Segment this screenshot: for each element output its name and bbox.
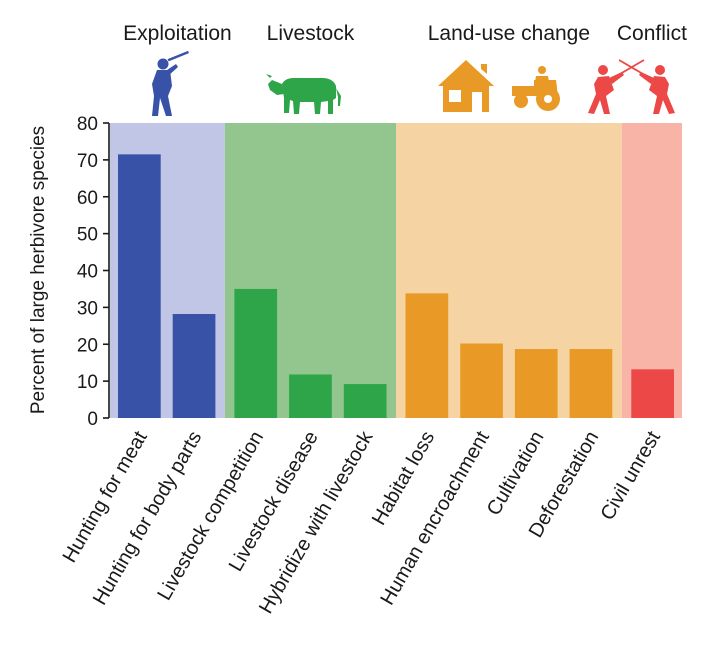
group-labels: Exploitation Livestock Land-use change Conf… bbox=[123, 22, 687, 45]
group-label: Conflict bbox=[617, 22, 687, 45]
group-label: Livestock bbox=[267, 22, 355, 45]
y-tick-label: 0 bbox=[87, 409, 98, 430]
bar bbox=[289, 374, 332, 418]
hunter-icon bbox=[152, 50, 189, 116]
bars bbox=[118, 154, 674, 418]
bar bbox=[460, 343, 503, 418]
bar bbox=[514, 349, 558, 418]
bar bbox=[234, 288, 278, 418]
category-label: Civil unrest bbox=[596, 427, 665, 524]
group-background-3 bbox=[621, 123, 682, 418]
house-tractor-icon bbox=[438, 60, 560, 112]
group-label: Exploitation bbox=[123, 22, 232, 45]
y-tick-label: 50 bbox=[77, 225, 98, 246]
y-ticks: 0 10 20 30 40 50 60 70 80 bbox=[77, 114, 109, 430]
category-label: Livestock competition bbox=[153, 428, 268, 605]
bar bbox=[118, 154, 161, 418]
group-label: Land-use change bbox=[428, 22, 590, 45]
fencers-icon bbox=[588, 59, 675, 114]
y-tick-label: 40 bbox=[77, 262, 98, 283]
y-tick-label: 30 bbox=[77, 298, 98, 319]
cow-icon bbox=[266, 74, 341, 114]
bar bbox=[343, 384, 387, 418]
bar bbox=[172, 314, 216, 418]
y-tick-label: 10 bbox=[77, 372, 98, 393]
y-axis-label: Percent of large herbivore species bbox=[28, 126, 49, 414]
category-label: Human encroachment bbox=[376, 427, 494, 609]
bar bbox=[569, 349, 613, 418]
y-tick-label: 70 bbox=[77, 151, 98, 172]
y-tick-label: 60 bbox=[77, 188, 98, 209]
bar bbox=[405, 293, 449, 418]
y-tick-label: 20 bbox=[77, 335, 98, 356]
category-label: Hunting for body parts bbox=[89, 428, 206, 609]
bar bbox=[631, 369, 674, 418]
y-tick-label: 80 bbox=[77, 114, 98, 135]
